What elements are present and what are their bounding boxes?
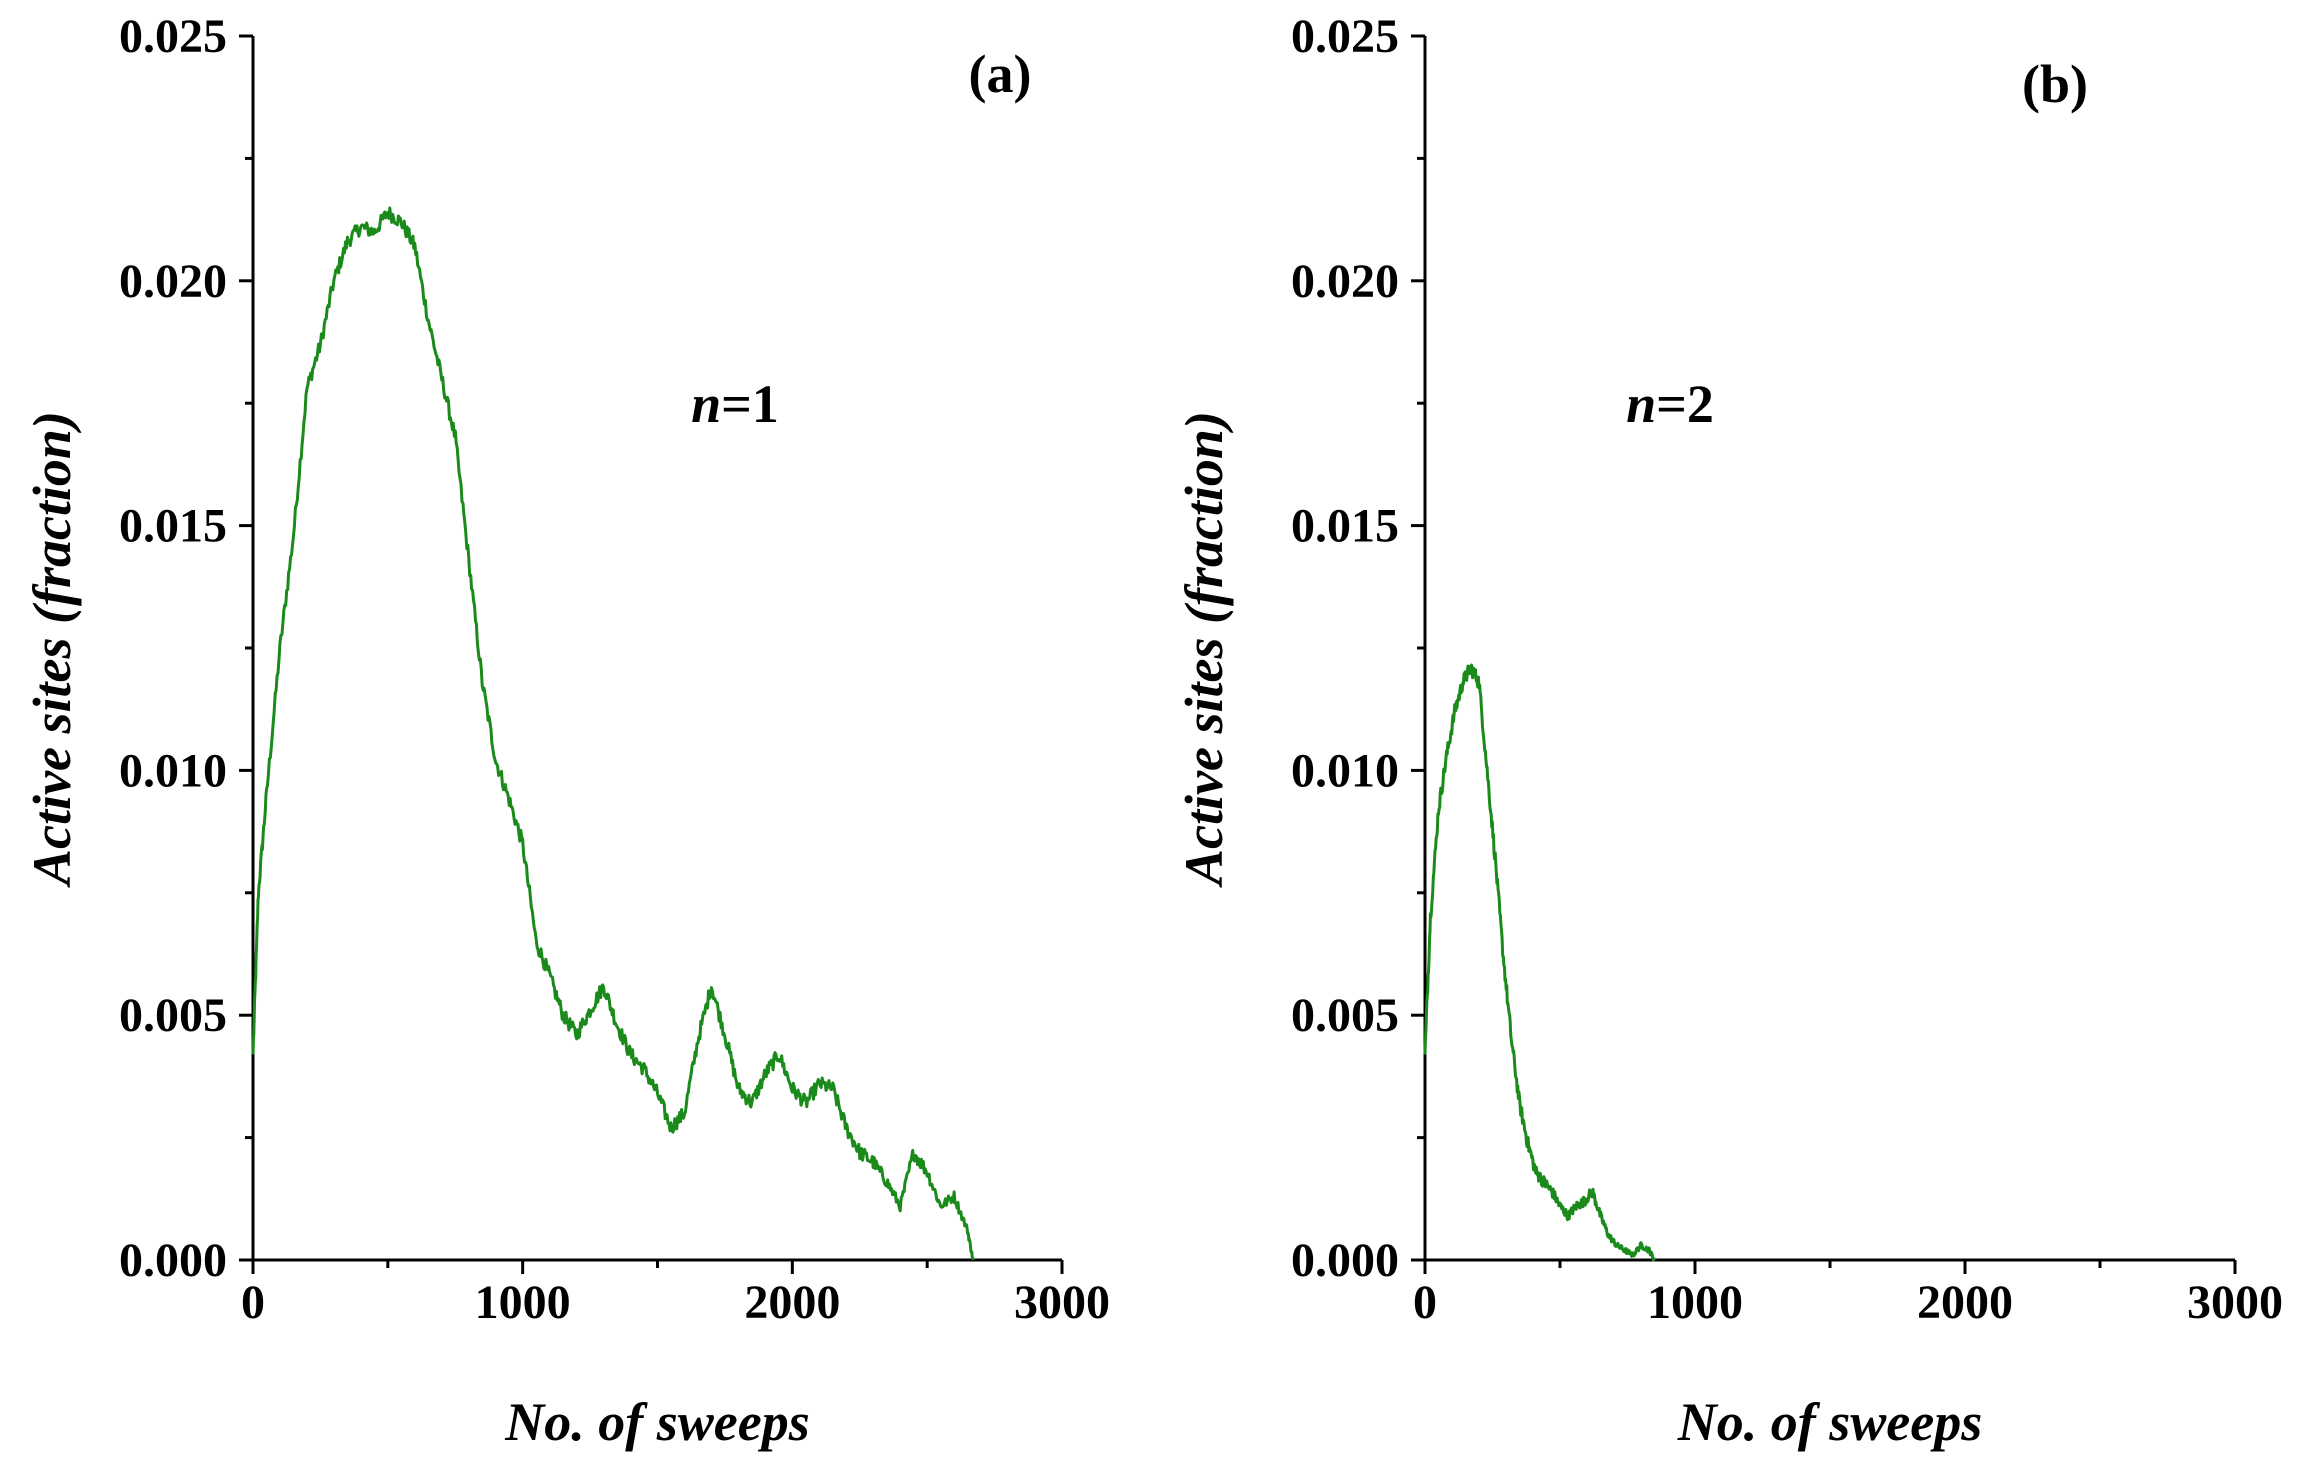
annotation-value: =1 [721, 374, 779, 434]
y-tick-label: 0.005 [119, 989, 227, 1042]
y-axis-title: Active sites (fraction) [22, 411, 82, 888]
annotation-variable: n [1626, 374, 1656, 434]
panel-a: 0.000 0.005 0.010 0.015 0.020 0.025 0 1000 2000 3… [22, 10, 1110, 1452]
x-tick-label: 1000 [1647, 1276, 1743, 1329]
y-tick-label: 0.025 [1291, 10, 1399, 63]
series-line [251, 206, 975, 1261]
y-tick-label: 0.020 [1291, 255, 1399, 308]
y-tick-label: 0.000 [1291, 1234, 1399, 1287]
annotation-variable: n [691, 374, 721, 434]
x-tick-label: 3000 [2187, 1276, 2283, 1329]
x-tick-label: 0 [1413, 1276, 1437, 1329]
y-tick-label: 0.015 [1291, 500, 1399, 553]
x-axis-title: No. of sweeps [504, 1392, 809, 1452]
x-axis-title: No. of sweeps [1677, 1392, 1982, 1452]
x-tick-label: 0 [241, 1276, 265, 1329]
panel-label: (a) [969, 44, 1032, 104]
x-tick-label: 2000 [1917, 1276, 2013, 1329]
panel-b: 0.000 0.005 0.010 0.015 0.020 0.025 0 1000 2000 3… [1174, 10, 2283, 1452]
series-line [1423, 663, 1656, 1262]
annotation-value: =2 [1656, 374, 1714, 434]
y-tick-label: 0.005 [1291, 989, 1399, 1042]
y-tick-label: 0.010 [1291, 744, 1399, 797]
panel-label: (b) [2022, 54, 2088, 114]
y-tick-label: 0.015 [119, 500, 227, 553]
series-annotation: n=2 [1626, 374, 1714, 434]
series-annotation: n=1 [691, 374, 779, 434]
y-tick-label: 0.000 [119, 1234, 227, 1287]
y-axis-title: Active sites (fraction) [1174, 411, 1234, 888]
x-tick-label: 1000 [475, 1276, 571, 1329]
y-tick-label: 0.020 [119, 255, 227, 308]
x-tick-label: 2000 [744, 1276, 840, 1329]
x-tick-label: 3000 [1014, 1276, 1110, 1329]
y-tick-label: 0.010 [119, 744, 227, 797]
y-tick-label: 0.025 [119, 10, 227, 63]
